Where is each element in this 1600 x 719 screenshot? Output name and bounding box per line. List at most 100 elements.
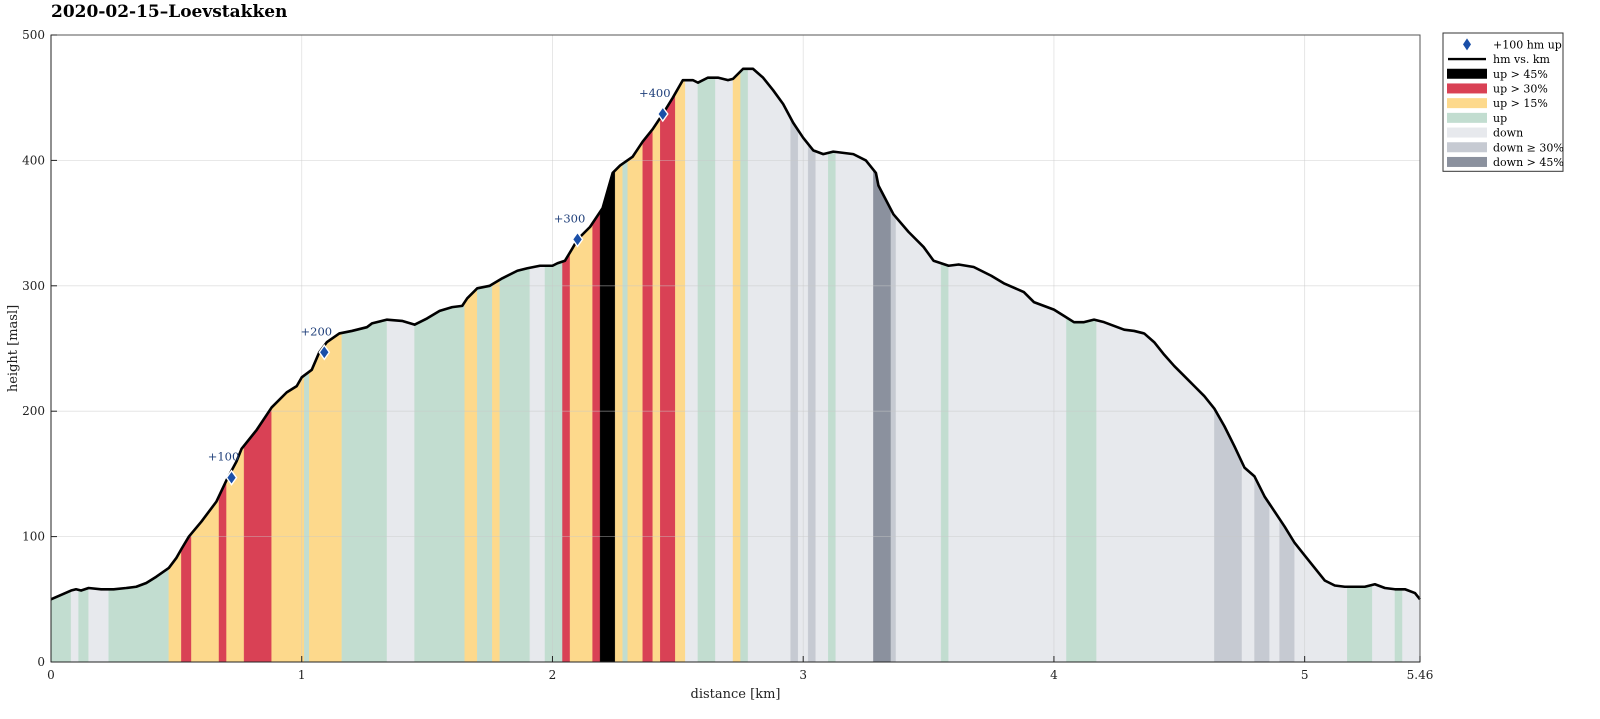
profile-line-group <box>50 67 1422 601</box>
segment-down <box>1269 503 1280 663</box>
segment-down <box>1294 542 1348 663</box>
chart-title: 2020-02-15–Loevstakken <box>51 2 288 22</box>
segment-up <box>1394 589 1403 663</box>
segment-up30 <box>592 211 601 663</box>
segment-up <box>78 587 89 663</box>
segment-down <box>685 79 699 663</box>
segment-up15 <box>309 332 343 663</box>
segment-up30 <box>642 128 653 663</box>
segment-up <box>697 77 716 663</box>
legend-label: up <box>1493 112 1507 125</box>
x-tick-label: 0 <box>47 668 55 682</box>
legend-label: down ≥ 30% <box>1493 141 1564 154</box>
profile-line <box>50 67 1422 601</box>
segment-down <box>1096 320 1215 663</box>
segment-down <box>1402 589 1421 663</box>
segment-down30 <box>890 209 897 663</box>
y-tick-label: 500 <box>22 28 45 42</box>
segment-up45 <box>599 169 616 663</box>
legend-swatch-up15 <box>1447 98 1487 109</box>
hm-marker <box>225 469 238 486</box>
hm-marker-label: +400 <box>639 86 671 100</box>
axes <box>50 34 1421 663</box>
legend-label: +100 hm up <box>1493 38 1562 51</box>
slope-segments <box>50 68 1421 663</box>
y-tick-label: 200 <box>22 404 45 418</box>
hm-markers: +100 +200 +300 +400 <box>208 86 671 486</box>
legend-swatch-up <box>1447 112 1487 123</box>
segment-down <box>70 589 79 663</box>
segment-up <box>304 371 310 663</box>
y-tick-label: 0 <box>37 655 45 669</box>
segment-down <box>747 68 791 663</box>
segment-down <box>1372 584 1396 663</box>
segment-up30 <box>243 406 272 663</box>
legend-label: down > 45% <box>1493 156 1564 169</box>
segment-up15 <box>191 496 220 663</box>
segment-up30 <box>660 92 676 663</box>
segment-down30 <box>808 143 816 663</box>
segment-up15 <box>627 140 643 663</box>
x-tick-label: 3 <box>799 668 807 682</box>
segment-up <box>828 151 836 663</box>
segment-up15 <box>271 375 305 663</box>
legend-label: up > 15% <box>1493 97 1548 110</box>
x-tick-label: 2 <box>549 668 557 682</box>
segment-down <box>895 216 942 663</box>
segment-down <box>386 319 415 663</box>
y-tick-label: 300 <box>22 279 45 293</box>
hm-marker-label: +300 <box>554 211 586 225</box>
segment-up <box>940 262 949 663</box>
segment-up <box>477 283 493 663</box>
y-tick-label: 100 <box>22 530 45 544</box>
legend-label: up > 45% <box>1493 68 1548 81</box>
segment-down30 <box>1254 476 1270 663</box>
segment-up15 <box>652 117 661 663</box>
hm-marker-label: +100 <box>208 450 240 464</box>
legend: +100 hm up hm vs. km up > 45%up > 30% up > … <box>1442 32 1564 172</box>
segment-down <box>529 265 546 663</box>
segment-up <box>1066 317 1097 663</box>
segment-up <box>544 261 563 663</box>
y-axis-label: height [masl] <box>6 305 21 392</box>
segment-up15 <box>464 287 478 663</box>
hm-marker <box>656 105 669 123</box>
x-tick-label: 4 <box>1050 668 1058 682</box>
legend-swatch-down30 <box>1447 142 1487 153</box>
legend-swatch-marker <box>1463 38 1471 51</box>
x-axis-label: distance [km] <box>691 687 781 702</box>
segment-down <box>815 151 829 663</box>
segment-down <box>1241 462 1255 663</box>
legend-swatch-up45 <box>1447 68 1487 79</box>
legend-swatch-down45 <box>1447 156 1487 167</box>
hm-marker-label: +200 <box>301 324 333 338</box>
segment-down <box>715 77 734 663</box>
segment-up15 <box>732 70 741 663</box>
segment-up <box>341 319 388 663</box>
segment-down <box>88 587 109 663</box>
tick-labels: 0 1 2 3 4 5 5.46 0 100 200 300 400 500 <box>22 28 1433 682</box>
segment-up <box>499 267 531 663</box>
segment-down <box>835 151 874 663</box>
segment-up15 <box>492 279 501 663</box>
hm-marker <box>318 344 331 361</box>
segment-up <box>1347 584 1373 663</box>
legend-label: up > 30% <box>1493 82 1548 95</box>
segment-up <box>108 567 170 663</box>
segment-up15 <box>675 79 686 663</box>
x-tick-label: 5 <box>1301 668 1309 682</box>
segment-up15 <box>569 222 593 663</box>
x-tick-label: 5.46 <box>1407 668 1434 682</box>
legend-swatch-down <box>1447 127 1487 138</box>
segment-down30 <box>1214 407 1243 663</box>
hm-marker <box>571 231 584 248</box>
segment-up30 <box>562 251 571 663</box>
segment-up30 <box>181 533 192 663</box>
segment-down45 <box>873 169 892 663</box>
segment-down <box>948 264 1067 663</box>
segment-up <box>414 301 465 663</box>
grid-lines <box>51 35 1420 662</box>
segment-up15 <box>614 163 623 663</box>
segment-up <box>740 68 749 663</box>
